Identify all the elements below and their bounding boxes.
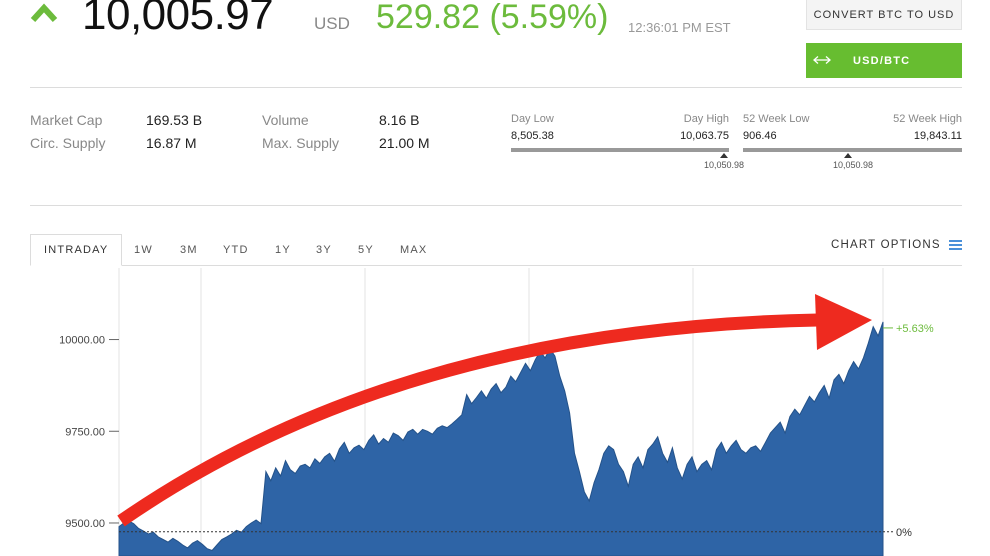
- annotation-arrow-line: [117, 313, 819, 527]
- convert-btc-to-usd-button[interactable]: CONVERT BTC TO USD: [806, 0, 962, 30]
- market-cap-value: 169.53 B: [146, 112, 203, 128]
- baseline-label: 0%: [896, 527, 912, 539]
- menu-icon: [948, 240, 962, 250]
- tab-5y[interactable]: 5Y: [358, 234, 374, 265]
- tab-ytd[interactable]: YTD: [223, 234, 249, 265]
- tab-label: INTRADAY: [44, 244, 109, 256]
- y-tick-label: 9750.00: [65, 426, 105, 438]
- day-range-marker-label: 10,050.98: [704, 160, 745, 170]
- week52-low-label: 52 Week Low: [743, 113, 810, 125]
- max-supply-label: Max. Supply: [262, 135, 340, 151]
- tab-label: 1Y: [275, 243, 291, 256]
- tab-label: 3Y: [316, 243, 332, 256]
- chart-period-tabs: INTRADAY 1W 3M YTD 1Y 3Y 5Y MAX: [30, 234, 962, 266]
- annotation-arrow-head: [815, 294, 872, 350]
- day-range-bar: [511, 148, 729, 152]
- week52-range-marker-label: 10,050.98: [833, 160, 874, 170]
- y-tick-label: 10000.00: [59, 335, 105, 347]
- usd-btc-toggle-button[interactable]: USD/BTC: [806, 43, 962, 78]
- tab-label: YTD: [223, 243, 249, 256]
- circ-supply-label: Circ. Supply: [30, 135, 106, 151]
- currency-label: USD: [314, 14, 350, 33]
- tab-label: MAX: [400, 243, 428, 256]
- day-high-label: Day High: [683, 113, 729, 125]
- tab-max[interactable]: MAX: [400, 234, 427, 265]
- day-range-marker: [720, 153, 728, 158]
- current-price: 10,005.97: [82, 0, 274, 39]
- chart-options-button[interactable]: CHART OPTIONS: [831, 239, 962, 251]
- swap-arrows-icon: [812, 52, 832, 70]
- tab-3m[interactable]: 3M: [180, 234, 198, 265]
- divider: [30, 205, 962, 206]
- tab-3y[interactable]: 3Y: [316, 234, 332, 265]
- chart-options-label: CHART OPTIONS: [831, 239, 941, 251]
- max-supply-value: 21.00 M: [379, 135, 430, 151]
- usd-btc-label: USD/BTC: [853, 54, 911, 67]
- up-arrow-icon: [30, 3, 58, 23]
- price-change: 529.82 (5.59%): [376, 0, 609, 36]
- day-low-label: Day Low: [511, 113, 554, 125]
- volume-value: 8.16 B: [379, 112, 420, 128]
- divider: [30, 87, 962, 88]
- tab-label: 1W: [134, 243, 153, 256]
- circ-supply-value: 16.87 M: [146, 135, 197, 151]
- tab-1y[interactable]: 1Y: [275, 234, 291, 265]
- week52-low-value: 906.46: [743, 130, 777, 142]
- day-high-value: 10,063.75: [680, 130, 729, 142]
- week52-range-bar: [743, 148, 962, 152]
- price-area-series: [118, 321, 884, 556]
- tab-intraday[interactable]: INTRADAY: [30, 234, 123, 266]
- convert-button-label: CONVERT BTC TO USD: [813, 8, 955, 21]
- day-low-value: 8,505.38: [511, 130, 554, 142]
- tab-label: 5Y: [358, 243, 374, 256]
- week52-high-value: 19,843.11: [913, 130, 962, 142]
- market-cap-label: Market Cap: [30, 112, 103, 128]
- current-change-label: +5.63%: [896, 323, 934, 335]
- tab-label: 3M: [180, 243, 198, 256]
- volume-label: Volume: [262, 112, 309, 128]
- quote-timestamp: 12:36:01 PM EST: [628, 20, 731, 35]
- tab-1w[interactable]: 1W: [134, 234, 153, 265]
- week52-high-label: 52 Week High: [893, 113, 962, 125]
- week52-range-marker: [844, 153, 852, 158]
- y-tick-label: 9500.00: [65, 518, 105, 530]
- price-chart[interactable]: 0% 10000.00 9750.00 9500.00 +5.63%: [0, 268, 990, 556]
